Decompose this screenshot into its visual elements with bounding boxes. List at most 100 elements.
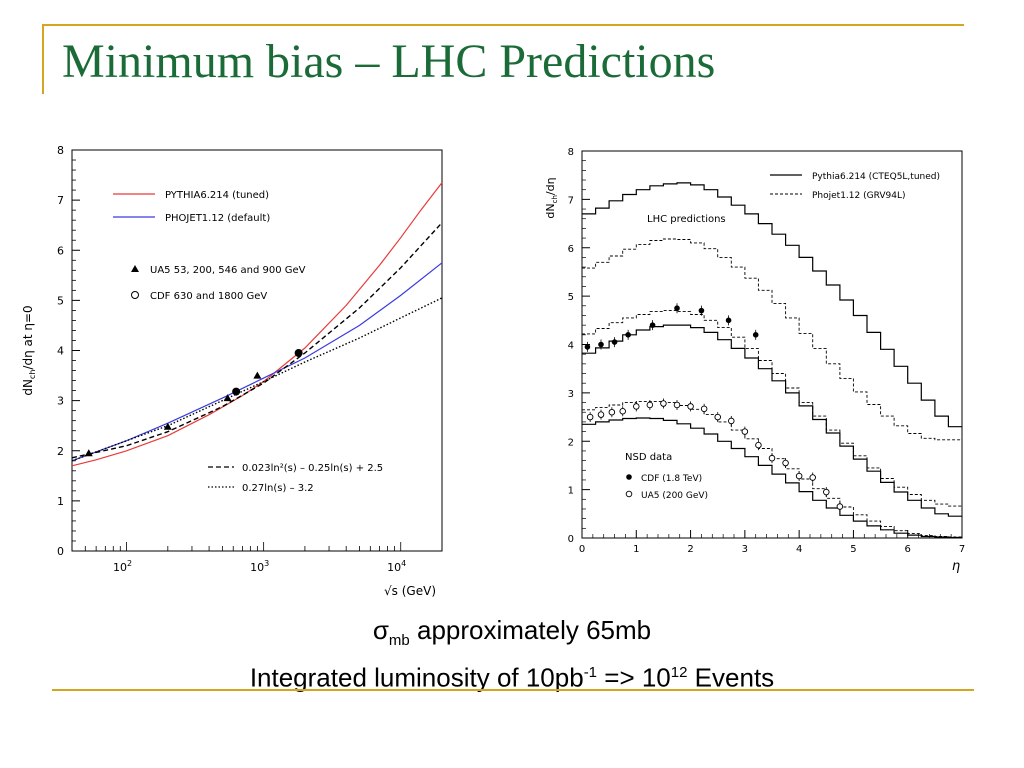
cdf-point: [649, 322, 656, 328]
ua5-point: [782, 459, 789, 467]
legend-label: PYTHIA6.214 (tuned): [165, 190, 269, 201]
y-tick-label: 7: [57, 194, 64, 207]
cdf-point: [611, 339, 618, 345]
luminosity-text: Integrated luminosity of 10pb: [249, 662, 584, 693]
bottom-rule: [52, 689, 974, 691]
y-tick-label: 2: [568, 437, 574, 448]
y-tick-label: 1: [568, 486, 574, 497]
legend-label: Pythia6.214 (CTEQ5L,tuned): [812, 172, 940, 182]
x-tick-label: 3: [742, 544, 748, 555]
legend-label: UA5 53, 200, 546 and 900 GeV: [150, 265, 306, 276]
x-tick-label: 102: [113, 559, 132, 574]
x-tick-label: 7: [959, 544, 965, 555]
ua5-point: [714, 413, 721, 421]
histogram-series-2: [582, 324, 962, 517]
ua5-point: [768, 454, 776, 462]
histogram-series-4: [582, 417, 962, 539]
x-tick-label: 2: [687, 544, 693, 555]
x-tick-label: 4: [796, 544, 802, 555]
ua5-point: [700, 405, 708, 413]
annotation-lhc-predictions: LHC predictions: [647, 214, 726, 225]
cdf-point: [584, 344, 591, 350]
title-left-rule: [42, 24, 44, 94]
legend-label: 0.27ln(s) – 3.2: [242, 483, 314, 494]
ua5-point: [687, 403, 694, 410]
sigma-subscript: mb: [388, 632, 410, 650]
x-tick-label: 5: [850, 544, 856, 555]
x-axis-label: η: [952, 559, 960, 574]
ua5-point: [755, 441, 762, 449]
y-tick-label: 2: [57, 445, 64, 458]
legend-label: PHOJET1.12 (default): [165, 213, 270, 224]
y-tick-label: 3: [568, 389, 574, 400]
events-exponent: 12: [670, 664, 688, 682]
legend-label: 0.023ln²(s) – 0.25ln(s) + 2.5: [242, 463, 383, 474]
pseudorapidity-chart: 0 1 2 3 4 5 6 7 8 0 1 2 3 4 5 6 7 η dNch/dη LHC predictions…: [544, 147, 965, 574]
histogram-series-3: [582, 310, 962, 507]
legend-label: CDF 630 and 1800 GeV: [150, 291, 267, 302]
series-line-3: [71, 297, 443, 462]
ua5-point: [223, 394, 232, 402]
ua5-point: [809, 474, 816, 481]
legend-label: Phojet1.12 (GRV94L): [812, 191, 906, 201]
y-tick-label: 5: [568, 292, 574, 303]
legend-open-circle-marker: [625, 490, 633, 498]
cdf-point: [625, 332, 631, 338]
ua5-point: [84, 449, 93, 457]
ua5-point: [253, 371, 262, 379]
y-tick-label: 5: [57, 294, 64, 307]
y-tick-label: 6: [57, 244, 64, 257]
series-line-1: [71, 262, 443, 462]
slide-caption: σmb approximately 65mb Integrated lumino…: [0, 614, 1024, 694]
x-tick-label: 1: [633, 544, 639, 555]
energy-dependence-chart: 0 1 2 3 4 5 6 7 8 102 103 104 √s (GeV) dNch/dη at η=0…: [21, 144, 443, 598]
cdf-point: [698, 307, 705, 314]
x-axis-label: √s (GeV): [384, 584, 436, 598]
ua5-point: [586, 413, 594, 421]
cdf-point: [232, 387, 241, 396]
events-arrow-text: => 10: [597, 662, 671, 693]
cross-section-text: approximately 65mb: [409, 615, 652, 645]
slide-title: Minimum bias – LHC Predictions: [62, 35, 716, 88]
legend-label: UA5 (200 GeV): [641, 491, 708, 501]
cdf-point: [725, 317, 732, 324]
ua5-point: [660, 400, 667, 407]
ua5-point: [823, 488, 830, 496]
y-tick-label: 7: [568, 195, 574, 206]
legend-filled-circle-marker: [626, 474, 632, 480]
legend-label: CDF (1.8 TeV): [641, 474, 702, 484]
histogram-series-0: [582, 182, 962, 428]
ua5-point: [619, 408, 626, 415]
ua5-point: [741, 428, 749, 435]
y-tick-label: 1: [57, 495, 64, 508]
ua5-point: [673, 401, 681, 409]
legend-triangle-marker: [131, 265, 139, 272]
x-tick-label: 6: [905, 544, 911, 555]
y-tick-label: 6: [568, 244, 574, 255]
ua5-point: [795, 472, 803, 480]
ua5-point: [633, 403, 640, 410]
y-tick-label: 0: [568, 534, 574, 545]
ua5-point: [646, 401, 654, 409]
ua5-point: [728, 417, 735, 425]
sigma-symbol: σ: [372, 615, 389, 645]
cdf-point: [598, 341, 604, 348]
cdf-point: [294, 349, 303, 358]
x-tick-label: 0: [579, 544, 585, 555]
events-text: Events: [687, 662, 775, 693]
plot-frame: [581, 150, 963, 539]
histogram-series-1: [582, 238, 962, 441]
luminosity-exponent: -1: [583, 664, 598, 682]
title-top-rule: [42, 24, 964, 26]
annotation-nsd-data: NSD data: [625, 452, 672, 463]
y-axis-label: dNch/dη: [544, 177, 559, 218]
y-tick-label: 8: [568, 147, 574, 158]
ua5-point: [608, 408, 616, 416]
ua5-point: [836, 503, 844, 510]
y-tick-label: 0: [57, 545, 64, 558]
ua5-point: [597, 411, 605, 418]
cdf-point: [752, 332, 759, 338]
y-tick-label: 8: [57, 144, 64, 157]
y-tick-label: 4: [568, 341, 574, 352]
y-tick-label: 4: [57, 345, 64, 358]
